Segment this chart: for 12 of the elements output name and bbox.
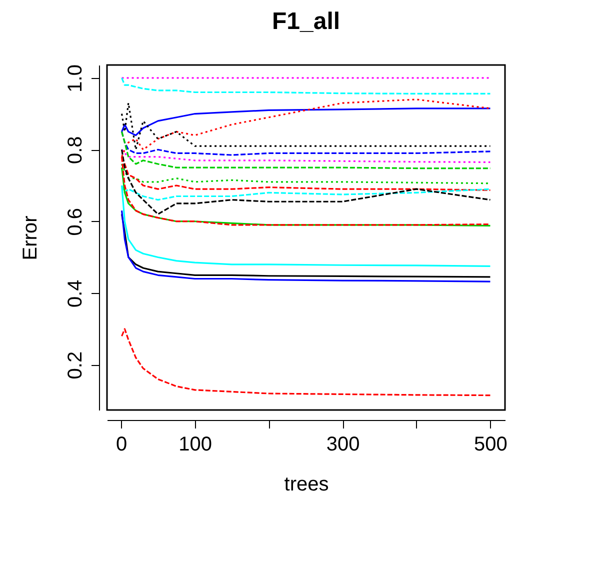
chart-title: F1_all xyxy=(272,8,340,36)
y-tick-label: 0.2 xyxy=(64,351,86,380)
x-tick-label: 0 xyxy=(116,434,128,456)
y-axis-title: Error xyxy=(20,215,42,260)
x-tick-label: 300 xyxy=(326,434,360,456)
y-tick-label: 0.4 xyxy=(64,280,86,308)
x-tick-label: 100 xyxy=(178,434,212,456)
y-tick-label: 0.8 xyxy=(64,136,86,164)
y-tick-label: 1.0 xyxy=(64,64,86,92)
y-tick-label: 0.6 xyxy=(64,208,86,236)
x-tick-label: 500 xyxy=(474,434,508,456)
x-axis-title: trees xyxy=(284,474,329,496)
